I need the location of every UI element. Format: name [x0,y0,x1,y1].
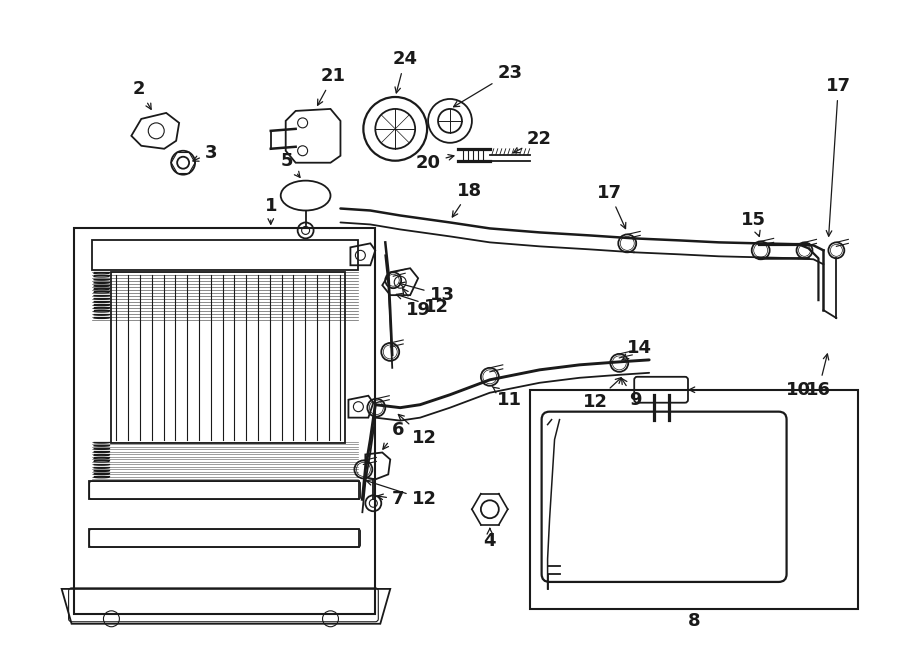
Text: 9: 9 [622,378,642,408]
Text: 19: 19 [402,289,430,319]
Text: 12: 12 [366,480,436,508]
Text: 21: 21 [318,67,346,105]
Text: 17: 17 [597,184,626,229]
Text: 10: 10 [689,381,811,399]
Text: 17: 17 [826,77,850,236]
Text: 7: 7 [377,490,404,508]
Bar [112,272,346,442]
Text: 16: 16 [806,354,831,399]
Text: 12: 12 [396,293,448,316]
Text: 6: 6 [382,420,404,449]
Text: 2: 2 [133,80,151,109]
Text: 24: 24 [392,50,418,93]
Text: 1: 1 [265,196,277,224]
Text: 20: 20 [416,154,454,172]
Text: 23: 23 [454,64,522,107]
Text: 5: 5 [281,152,300,177]
Text: 3: 3 [193,143,217,162]
Text: 4: 4 [483,529,496,550]
Bar [88,529,359,547]
Text: 18: 18 [453,182,482,217]
Text: 12: 12 [399,414,436,447]
Text: 14: 14 [622,339,652,360]
Text: 13: 13 [400,282,454,304]
Bar [530,390,859,609]
Text: 11: 11 [492,387,522,408]
Text: 8: 8 [688,612,700,630]
Text: 22: 22 [513,130,552,153]
Bar [88,481,359,499]
Text: 15: 15 [742,212,766,237]
Text: 12: 12 [583,377,621,410]
